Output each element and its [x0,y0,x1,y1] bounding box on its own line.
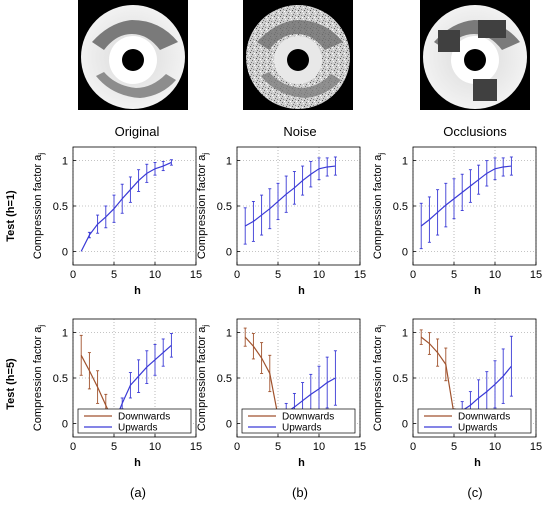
row-label-h1: Test (h=1) [5,190,17,242]
legend-label-downwards: Downwards [118,412,170,423]
legend-box [417,408,532,434]
legend-box [77,408,192,434]
legend-box [241,408,356,434]
y-axis-label-subscript: j [377,153,386,156]
x-tick-label: 15 [530,441,542,453]
x-axis-label: h [134,457,141,469]
legend-label-upwards: Upwards [118,423,157,434]
x-axis-label: h [474,457,481,469]
legend-label-downwards: Downwards [282,412,334,423]
x-tick-label: 0 [70,441,76,453]
y-tick-label: 0 [226,246,232,258]
y-tick-label: 1 [62,156,68,168]
y-tick-label: 0.5 [393,373,408,385]
y-axis-label: Compression factor aj [372,153,386,260]
x-axis-label: h [298,457,305,469]
omni-image-occlusions [420,0,530,110]
y-axis-label: Compression factor aj [32,153,46,260]
row-label-h5: Test (h=5) [5,358,17,410]
y-tick-label: 1 [62,328,68,340]
x-tick-label: 15 [354,441,366,453]
x-tick-label: 5 [111,269,117,281]
y-tick-label: 0 [62,246,68,258]
x-axis-label: h [134,285,141,297]
x-tick-label: 0 [70,269,76,281]
x-tick-label: 15 [190,269,202,281]
caption-c: (c) [467,485,482,500]
x-tick-label: 0 [234,441,240,453]
x-tick-label: 5 [451,269,457,281]
legend-label-downwards: Downwards [458,412,510,423]
caption-b: (b) [292,485,308,500]
x-tick-label: 15 [190,441,202,453]
y-axis-label: Compression factor aj [32,325,46,432]
plot-panel-0-1: 0 5 10 15 0 0.5 1 h Compression factor aj [196,146,366,297]
y-tick-label: 1 [402,328,408,340]
y-tick-label: 0 [402,246,408,258]
omni-image-noise [243,0,353,110]
y-tick-label: 0 [402,418,408,430]
y-axis-label-subscript: j [201,325,210,328]
legend-label-upwards: Upwards [458,423,497,434]
series-line-upwards [244,165,336,227]
y-axis-label-subscript: j [37,153,46,156]
y-axis-label: Compression factor aj [196,153,210,260]
x-tick-label: 10 [149,269,161,281]
column-title-original: Original [115,124,160,139]
plot-panel-1-1: 0 5 10 15 0 0.5 1 h Compression factor aj Downwar… [196,318,366,469]
x-tick-label: 0 [410,269,416,281]
y-tick-label: 1 [402,156,408,168]
y-tick-label: 0.5 [217,201,232,213]
x-tick-label: 10 [489,269,501,281]
series-line-upwards [420,165,512,227]
x-axis-label: h [298,285,305,297]
y-tick-label: 0.5 [217,373,232,385]
x-tick-label: 10 [313,269,325,281]
y-axis-label-subscript: j [201,153,210,156]
x-axis-label: h [474,285,481,297]
omni-image-original [78,0,188,110]
x-tick-label: 15 [530,269,542,281]
x-tick-label: 5 [275,441,281,453]
x-tick-label: 5 [275,269,281,281]
plot-panel-1-0: 0 5 10 15 0 0.5 1 h Compression factor aj Downwar… [32,318,202,469]
x-tick-label: 10 [313,441,325,453]
column-title-noise: Noise [283,124,316,139]
y-axis-label: Compression factor aj [372,325,386,432]
column-title-occlusions: Occlusions [443,124,507,139]
y-tick-label: 0 [226,418,232,430]
y-tick-label: 1 [226,156,232,168]
y-axis-label: Compression factor aj [196,325,210,432]
y-tick-label: 0.5 [53,201,68,213]
series-line-upwards [80,161,172,252]
y-tick-label: 1 [226,328,232,340]
plot-panel-0-2: 0 5 10 15 0 0.5 1 h Compression factor aj [372,146,542,297]
series-line-upwards [113,344,172,424]
plot-panel-1-2: 0 5 10 15 0 0.5 1 h Compression factor aj Downwar… [372,318,542,469]
plot-panel-0-0: 0 5 10 15 0 0.5 1 h Compression factor aj [32,146,202,297]
y-axis-label-subscript: j [377,325,386,328]
x-tick-label: 10 [489,441,501,453]
x-tick-label: 0 [234,269,240,281]
x-tick-label: 5 [451,441,457,453]
y-tick-label: 0 [62,418,68,430]
x-tick-label: 5 [111,441,117,453]
caption-a: (a) [130,485,146,500]
x-tick-label: 15 [354,269,366,281]
x-tick-label: 0 [410,441,416,453]
x-tick-label: 10 [149,441,161,453]
y-axis-label-subscript: j [37,325,46,328]
y-tick-label: 0.5 [53,373,68,385]
y-tick-label: 0.5 [393,201,408,213]
legend-label-upwards: Upwards [282,423,321,434]
